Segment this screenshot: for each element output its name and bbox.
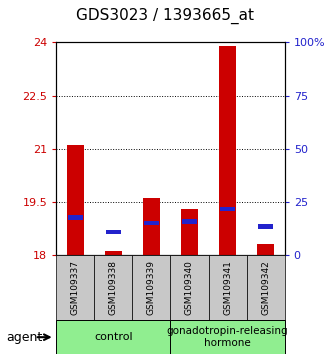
Text: GSM109338: GSM109338 xyxy=(109,260,118,315)
Bar xyxy=(68,215,83,220)
Bar xyxy=(257,244,274,255)
Text: GSM109342: GSM109342 xyxy=(261,260,270,315)
Text: GDS3023 / 1393665_at: GDS3023 / 1393665_at xyxy=(76,8,255,24)
Bar xyxy=(220,206,235,211)
Bar xyxy=(144,221,159,225)
Text: GSM109341: GSM109341 xyxy=(223,260,232,315)
Text: GSM109337: GSM109337 xyxy=(71,260,80,315)
Text: agent: agent xyxy=(7,331,43,344)
Text: gonadotropin-releasing
hormone: gonadotropin-releasing hormone xyxy=(167,326,288,348)
Bar xyxy=(182,219,197,224)
Bar xyxy=(106,229,121,234)
Bar xyxy=(143,198,160,255)
Bar xyxy=(181,209,198,255)
Bar xyxy=(105,251,122,255)
Text: control: control xyxy=(94,332,133,342)
Bar xyxy=(67,145,84,255)
Text: GSM109339: GSM109339 xyxy=(147,260,156,315)
Text: GSM109340: GSM109340 xyxy=(185,260,194,315)
Bar xyxy=(219,46,236,255)
Bar xyxy=(258,224,273,229)
